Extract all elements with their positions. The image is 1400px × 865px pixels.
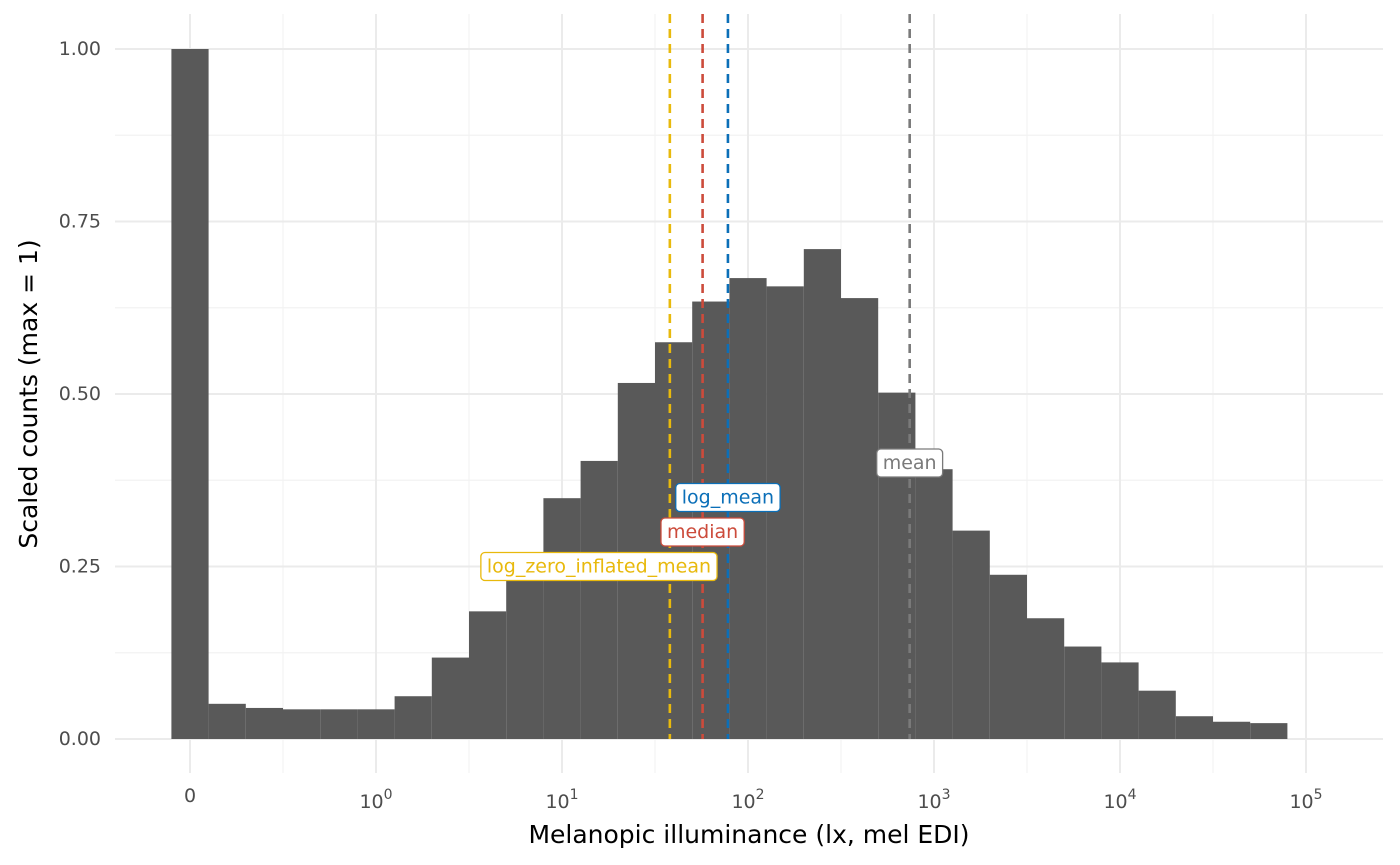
reference-labels: log_zero_inflated_mean median log_mean mean — [480, 448, 944, 582]
histogram-bar — [989, 574, 1027, 739]
label-median: median — [660, 517, 745, 547]
histogram-bar — [878, 392, 916, 739]
y-axis-tick-labels: 0.00 0.25 0.50 0.75 1.00 — [59, 38, 101, 750]
histogram-bar — [952, 530, 990, 739]
histogram-bar — [1175, 716, 1213, 739]
histogram-bar — [283, 709, 321, 739]
histogram-bar — [1250, 723, 1288, 739]
histogram-bar — [506, 578, 544, 739]
label-box — [876, 448, 944, 478]
y-tick-label: 0.75 — [59, 211, 101, 233]
histogram-bar — [431, 657, 469, 739]
histogram-bar — [208, 703, 246, 739]
histogram-bar — [915, 469, 953, 739]
histogram-bar — [245, 707, 283, 739]
y-tick-label: 0.25 — [59, 556, 101, 578]
label-box — [675, 482, 781, 513]
y-tick-label: 1.00 — [59, 38, 101, 60]
histogram-bar — [543, 498, 581, 739]
histogram-bar — [580, 460, 618, 739]
histogram-bar — [320, 709, 358, 739]
x-tick-label: 102 — [731, 787, 764, 813]
label-text: median — [667, 521, 738, 543]
histogram-bars — [171, 49, 1288, 739]
label-log-mean: log_mean — [675, 482, 781, 513]
label-text: log_zero_inflated_mean — [487, 556, 711, 578]
y-axis-title: Scaled counts (max = 1) — [14, 239, 43, 548]
label-box — [480, 551, 718, 582]
histogram-bar — [1138, 690, 1176, 739]
x-axis-title: Melanopic illuminance (lx, mel EDI) — [528, 820, 969, 849]
x-tick-label: 105 — [1289, 787, 1322, 813]
histogram-bar — [1027, 618, 1065, 739]
x-tick-label: 103 — [917, 787, 950, 813]
x-tick-label: 101 — [545, 787, 578, 813]
label-log-zero-inflated-mean: log_zero_inflated_mean — [480, 551, 718, 582]
y-tick-label: 0.00 — [59, 728, 101, 750]
label-text: mean — [883, 452, 937, 474]
histogram-bar — [1213, 721, 1251, 739]
x-axis-tick-labels: 0 100 101 102 103 104 105 — [184, 785, 1323, 813]
histogram-bar — [394, 696, 432, 739]
y-tick-label: 0.50 — [59, 383, 101, 405]
x-tick-label: 104 — [1103, 787, 1136, 813]
histogram-bar — [469, 611, 507, 739]
x-tick-label: 100 — [359, 787, 392, 813]
label-mean: mean — [876, 448, 944, 478]
histogram-bar — [803, 249, 841, 739]
label-text: log_mean — [682, 487, 774, 509]
label-box — [660, 517, 745, 547]
histogram-bar — [357, 709, 395, 739]
histogram-bar — [841, 298, 879, 739]
reference-lines — [668, 14, 911, 739]
histogram-bar — [1064, 646, 1102, 739]
histogram-bar — [766, 286, 804, 739]
histogram-bar — [1101, 662, 1139, 739]
histogram-bar — [171, 49, 209, 739]
x-tick-label: 0 — [184, 785, 196, 807]
